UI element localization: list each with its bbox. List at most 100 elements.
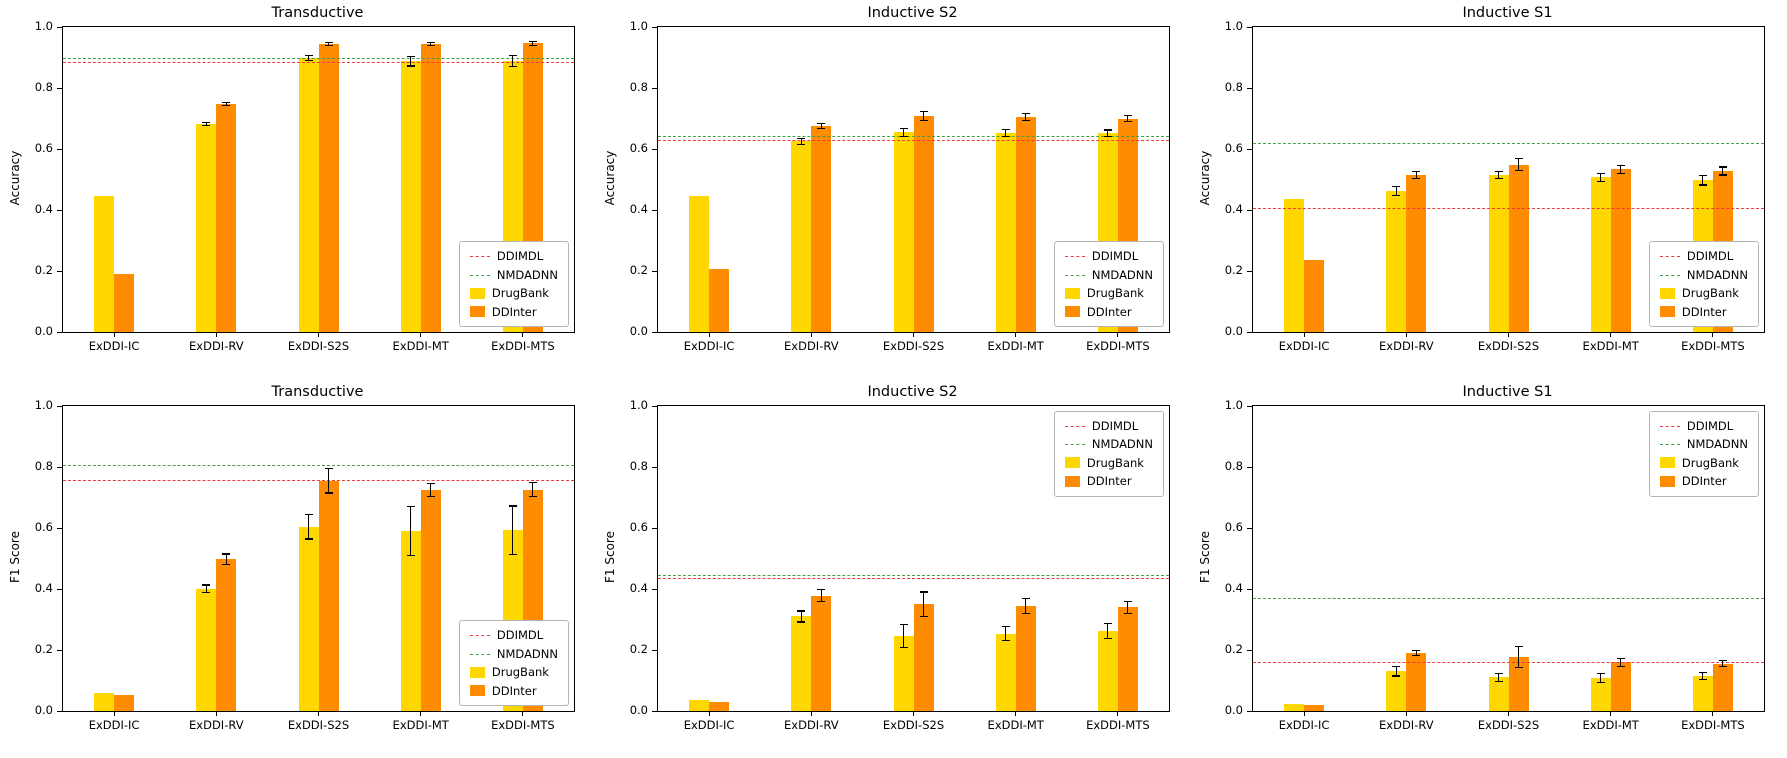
y-tick-label: 0.4	[1224, 581, 1243, 595]
error-bar-cap	[1001, 626, 1010, 628]
y-tick-mark	[1247, 466, 1253, 468]
legend-dashed-line-swatch	[1064, 274, 1085, 276]
error-bar	[1620, 165, 1622, 174]
legend-label: DDIMDL	[496, 628, 544, 643]
y-tick-label: 0.4	[629, 581, 648, 595]
error-bar-cap	[1123, 120, 1132, 123]
y-tick-mark	[652, 710, 658, 712]
x-tick-mark	[1303, 711, 1305, 716]
error-bar-cap	[797, 621, 806, 623]
legend-label: NMDADNN	[1091, 437, 1153, 452]
legend-label: NMDADNN	[1686, 267, 1748, 282]
error-bar-cap	[1001, 639, 1010, 641]
y-tick-label: 0.0	[34, 703, 53, 717]
error-bar-cap	[1412, 650, 1421, 652]
y-tick-mark	[57, 148, 63, 150]
error-bar-cap	[899, 624, 908, 626]
error-bar-cap	[508, 66, 517, 68]
y-tick-mark	[652, 588, 658, 590]
error-bar	[1722, 166, 1724, 175]
legend-label: NMDADNN	[496, 646, 558, 661]
plot-area: 0.0 0.2 0.4 0.6 0.8 1.0 ExDDI-IC ExDDI-RV ExDDI-…	[35, 398, 575, 732]
hline-nmdadnn	[63, 58, 574, 60]
bar-drugbank	[1692, 676, 1713, 711]
x-tick-label: ExDDI-MT	[1582, 339, 1639, 353]
error-bar-cap	[919, 110, 928, 113]
y-axis-label: Accuracy	[603, 150, 617, 206]
bar-ddinter	[114, 274, 135, 332]
error-bar-cap	[1698, 175, 1707, 177]
error-bar-cap	[817, 123, 826, 125]
y-tick-mark	[57, 87, 63, 89]
bar-drugbank	[1386, 671, 1407, 711]
bar-ddinter	[1508, 657, 1529, 711]
error-bar-cap	[1596, 172, 1605, 174]
x-tick-label: ExDDI-MTS	[491, 339, 555, 353]
y-axis-label: F1 Score	[8, 531, 22, 583]
error-bar-cap	[1103, 135, 1112, 137]
legend-item-ddimdl: DDIMDL	[469, 626, 558, 644]
error-bar-cap	[1494, 680, 1503, 682]
error-bar-cap	[1103, 622, 1112, 624]
x-tick-mark	[1712, 332, 1714, 337]
error-bar-cap	[1412, 177, 1421, 180]
y-tick-mark	[1247, 710, 1253, 712]
error-bar	[1702, 672, 1704, 680]
y-tick-label: 1.0	[629, 19, 648, 33]
x-tick-label: ExDDI-S2S	[882, 718, 945, 732]
error-bar-cap	[817, 589, 826, 591]
bar-ddinter	[1508, 164, 1529, 332]
y-axis-label: F1 Score	[603, 531, 617, 583]
y-tick-label: 0.0	[629, 703, 648, 717]
error-bar	[1517, 646, 1520, 668]
plot-area: 0.0 0.2 0.4 0.6 0.8 1.0 ExDDI-IC ExDDI-RV ExDDI-…	[630, 398, 1170, 732]
bar-drugbank	[1284, 703, 1305, 711]
error-bar	[512, 55, 514, 67]
error-bar-cap	[797, 137, 806, 139]
x-tick-label: ExDDI-IC	[1278, 339, 1330, 353]
legend-label: DDInter	[491, 683, 537, 698]
bar-ddinter	[1610, 662, 1631, 711]
error-bar-cap	[324, 45, 333, 47]
x-tick-label: ExDDI-RV	[189, 339, 244, 353]
error-bar-cap	[1021, 112, 1030, 114]
x-tick-mark	[1015, 332, 1017, 337]
error-bar	[1107, 623, 1109, 639]
x-tick-mark	[522, 332, 524, 337]
bar-drugbank	[94, 693, 115, 711]
error-bar-cap	[1698, 184, 1707, 186]
error-bar-cap	[1392, 675, 1401, 677]
legend-item-nmdadnn: NMDADNN	[1659, 266, 1748, 284]
error-bar-cap	[324, 41, 333, 44]
error-bar-cap	[406, 65, 415, 67]
x-tick-label: ExDDI-IC	[88, 718, 140, 732]
y-tick-mark	[652, 148, 658, 150]
bar-drugbank	[298, 526, 319, 711]
y-tick-label: 1.0	[629, 398, 648, 412]
legend-color-patch	[1064, 475, 1080, 487]
legend-item-ddinter: DDInter	[1064, 472, 1153, 490]
y-tick-label: 0.8	[629, 459, 648, 473]
error-bar	[1415, 171, 1417, 179]
legend-color-patch	[1064, 287, 1080, 299]
y-tick-mark	[57, 405, 63, 407]
error-bar	[1395, 186, 1397, 196]
y-tick-label: 0.6	[1224, 141, 1243, 155]
error-bar-cap	[1718, 660, 1727, 662]
error-bar-cap	[222, 104, 231, 106]
error-bar	[205, 122, 207, 126]
error-bar	[1127, 601, 1129, 614]
bar-drugbank	[1097, 630, 1118, 711]
bar-ddinter	[709, 269, 730, 332]
bar-drugbank	[94, 195, 115, 332]
x-tick-mark	[113, 711, 115, 716]
x-tick-label: ExDDI-IC	[683, 718, 735, 732]
x-tick-label: ExDDI-MTS	[1086, 339, 1150, 353]
y-tick-mark	[1247, 649, 1253, 651]
error-bar-cap	[919, 615, 928, 618]
y-tick-label: 0.6	[1224, 520, 1243, 534]
bar-ddinter	[420, 44, 441, 332]
y-tick-mark	[1247, 148, 1253, 150]
legend-dashed-line-swatch	[1064, 425, 1085, 427]
y-tick-mark	[1247, 209, 1253, 211]
